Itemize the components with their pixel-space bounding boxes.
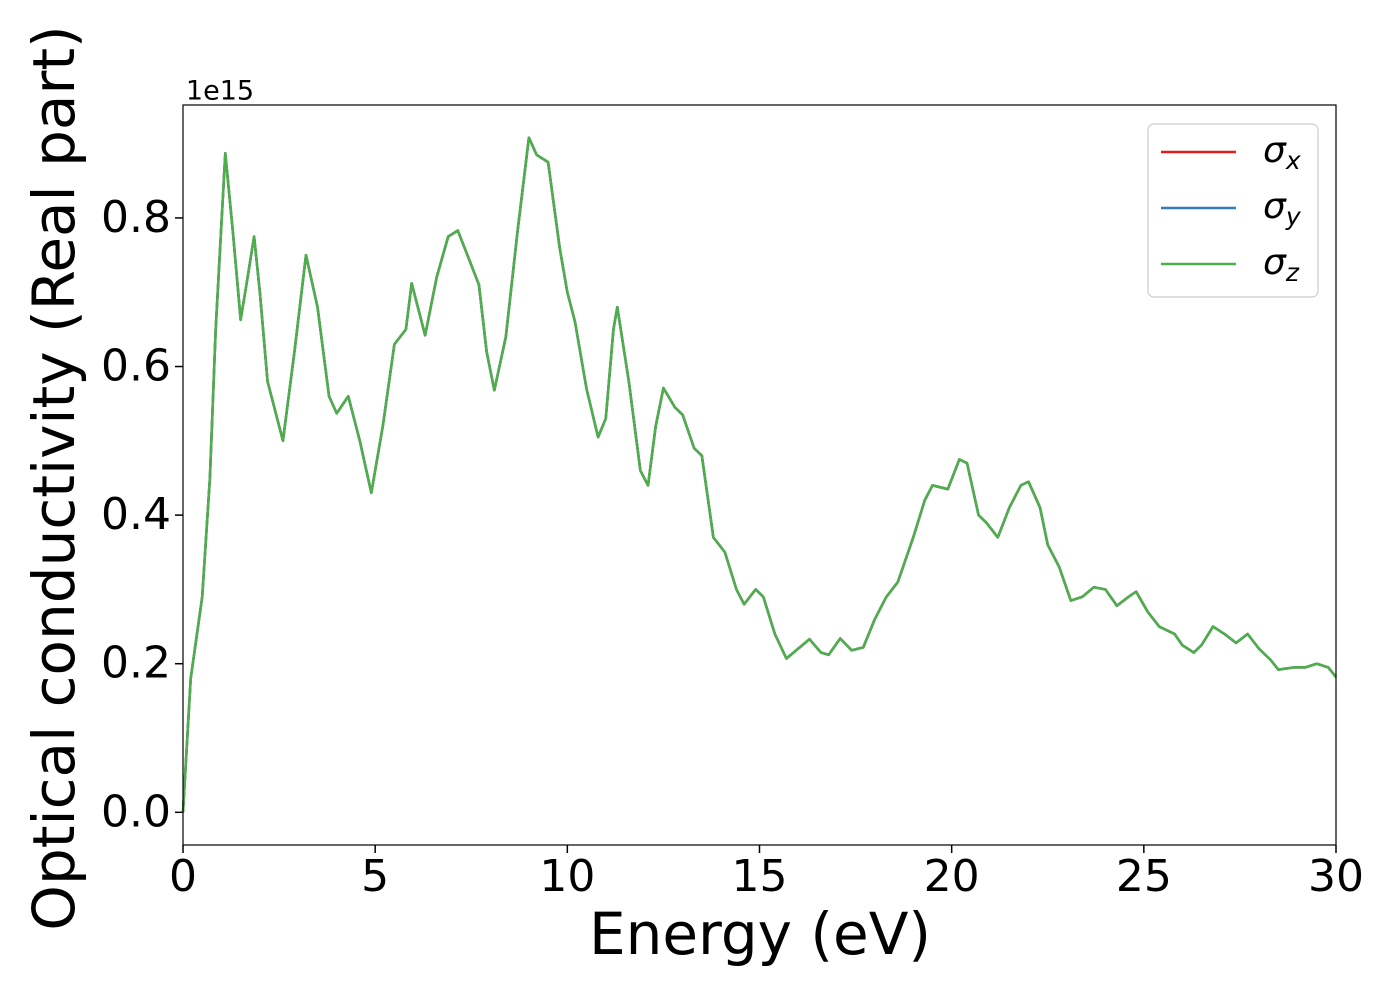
x-tick-label: 30 <box>1308 851 1364 902</box>
x-tick-label: 5 <box>361 851 389 902</box>
legend-label: σz <box>1263 242 1300 287</box>
y-axis-label: Optical conductivity (Real part) <box>20 25 88 930</box>
y-tick-label: 0.4 <box>101 489 171 540</box>
legend: σx σy σz <box>1147 123 1319 298</box>
y-tick-label: 0.0 <box>101 786 171 837</box>
x-tick-label: 15 <box>732 851 788 902</box>
x-tick-label: 25 <box>1116 851 1172 902</box>
x-tick-label: 0 <box>169 851 197 902</box>
data-line <box>181 136 1337 813</box>
legend-label: σy <box>1263 186 1302 231</box>
plot-frame <box>182 104 1337 846</box>
x-tick-label: 20 <box>924 851 980 902</box>
x-tick-label: 10 <box>539 851 595 902</box>
y-offset-label: 1e15 <box>186 76 254 107</box>
y-tick-label: 0.8 <box>101 192 171 243</box>
y-tick-label: 0.2 <box>101 638 171 689</box>
x-axis-label: Energy (eV) <box>589 900 931 968</box>
legend-label: σx <box>1263 130 1301 175</box>
y-tick-label: 0.6 <box>101 341 171 392</box>
legend-box <box>1147 123 1319 298</box>
